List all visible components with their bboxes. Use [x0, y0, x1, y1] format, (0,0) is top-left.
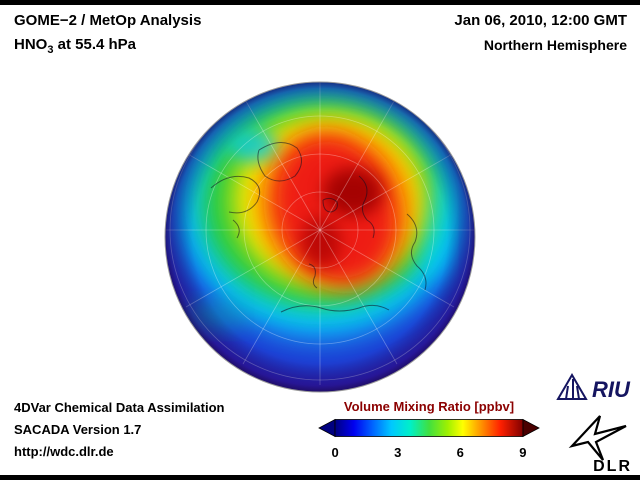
bottom-border-bar: [0, 475, 640, 480]
globe-map: [163, 80, 477, 394]
globe-svg: [164, 81, 476, 393]
header-left: GOME−2 / MetOp Analysis HNO3 at 55.4 hPa: [14, 13, 201, 56]
colorbar: Volume Mixing Ratio [ppbv]: [318, 399, 540, 461]
url-label: http://wdc.dlr.de: [14, 444, 114, 459]
riu-logo: RIU: [556, 372, 634, 402]
header-right: Jan 06, 2010, 12:00 GMT Northern Hemisph…: [454, 13, 627, 52]
colorbar-ticks: 0 3 6 9: [318, 445, 540, 461]
svg-text:RIU: RIU: [592, 377, 631, 402]
species-level-label: HNO3 at 55.4 hPa: [14, 36, 137, 56]
assimilation-label: 4DVar Chemical Data Assimilation: [14, 400, 225, 415]
top-border-bar: [0, 0, 640, 5]
colorbar-max-arrow: [522, 418, 540, 438]
globe-outline: [164, 81, 476, 393]
instrument-title: GOME−2 / MetOp Analysis: [14, 12, 202, 29]
colorbar-gradient-bar: [334, 419, 524, 437]
colorbar-min-arrow: [318, 418, 336, 438]
colorbar-scale: [318, 418, 540, 438]
riu-logo-icon: RIU: [556, 373, 631, 402]
version-label: SACADA Version 1.7: [14, 422, 142, 437]
hemisphere-label: Northern Hemisphere: [483, 37, 627, 53]
dlr-logo-icon: DLR: [568, 415, 632, 475]
svg-text:DLR: DLR: [593, 458, 632, 474]
tick-label-3: 3: [394, 445, 402, 460]
colorbar-title: Volume Mixing Ratio [ppbv]: [343, 399, 515, 414]
tick-label-9: 9: [519, 445, 527, 460]
tick-label-6: 6: [456, 445, 464, 460]
datetime-label: Jan 06, 2010, 12:00 GMT: [454, 12, 627, 29]
tick-label-0: 0: [331, 445, 339, 460]
footer-left: 4DVar Chemical Data Assimilation SACADA …: [14, 401, 225, 467]
globe-rim-shading: [165, 82, 475, 392]
dlr-logo: DLR: [562, 408, 634, 475]
